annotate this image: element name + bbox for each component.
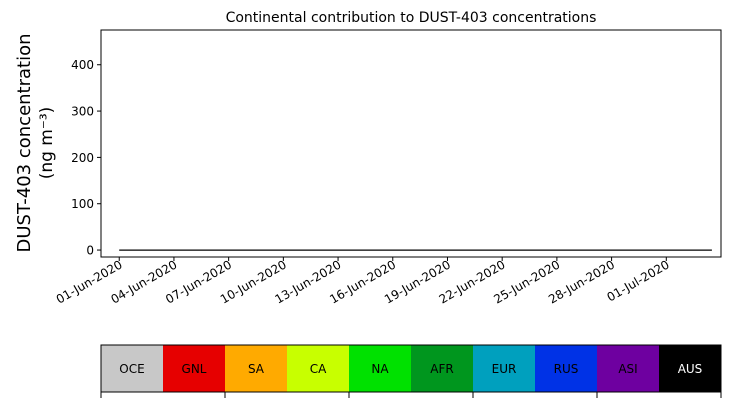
plot-frame bbox=[100, 29, 722, 258]
y-tick-label: 100 bbox=[71, 197, 94, 211]
legend-label-aus: AUS bbox=[678, 362, 703, 376]
legend-label-afr: AFR bbox=[430, 362, 453, 376]
legend-swatch-rus bbox=[535, 345, 598, 392]
y-axis-label-line2: (ng m⁻³) bbox=[37, 107, 57, 180]
y-tick-label: 300 bbox=[71, 105, 94, 119]
legend-swatch-na bbox=[349, 345, 412, 392]
legend-swatch-oce bbox=[101, 345, 164, 392]
legend-label-asi: ASI bbox=[618, 362, 637, 376]
legend-swatch-aus bbox=[659, 345, 722, 392]
y-tick-label: 400 bbox=[71, 58, 94, 72]
legend-frame bbox=[100, 344, 722, 393]
y-tick-label: 0 bbox=[86, 244, 94, 258]
legend-label-sa: SA bbox=[248, 362, 265, 376]
legend-label-rus: RUS bbox=[554, 362, 579, 376]
legend: OCE GNL SA CA NA AFR EUR RUS ASI AUS bbox=[100, 344, 722, 398]
legend-label-ca: CA bbox=[310, 362, 327, 376]
x-tick-label: 01-Jul-2020 bbox=[604, 257, 671, 304]
legend-swatch-gnl bbox=[163, 345, 226, 392]
y-axis-label-line1: DUST-403 concentration bbox=[14, 33, 35, 252]
legend-label-gnl: GNL bbox=[182, 362, 207, 376]
y-tick-label: 200 bbox=[71, 151, 94, 165]
chart-title: Continental contribution to DUST-403 con… bbox=[226, 10, 597, 26]
legend-label-na: NA bbox=[371, 362, 389, 376]
x-axis: 01-Jun-202004-Jun-202007-Jun-202010-Jun-… bbox=[54, 257, 672, 307]
legend-label-oce: OCE bbox=[119, 362, 144, 376]
legend-swatch-asi bbox=[597, 345, 660, 392]
legend-swatch-eur bbox=[473, 345, 536, 392]
legend-label-eur: EUR bbox=[492, 362, 517, 376]
legend-swatch-afr bbox=[411, 345, 474, 392]
y-axis-label: DUST-403 concentration (ng m⁻³) bbox=[14, 33, 57, 252]
legend-swatch-sa bbox=[225, 345, 288, 392]
y-axis: 0 100 200 300 400 bbox=[71, 58, 101, 258]
legend-swatch-ca bbox=[287, 345, 350, 392]
